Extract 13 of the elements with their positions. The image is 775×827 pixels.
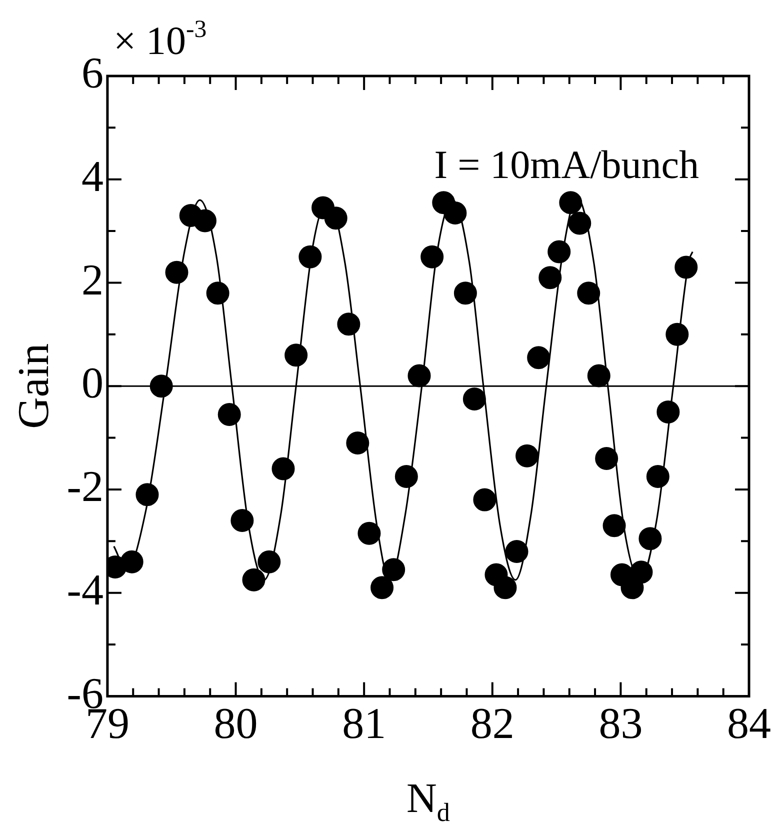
y-tick-label: 2 <box>81 255 104 304</box>
x-tick-label: 83 <box>598 699 643 748</box>
x-tick-label: 80 <box>214 699 258 748</box>
annotation: I = 10mA/bunch <box>434 142 700 187</box>
x-tick-label: 84 <box>727 699 771 748</box>
y-tick-label: 4 <box>81 152 104 201</box>
y-axis-title: Gain <box>8 343 58 429</box>
x-tick-label: 81 <box>342 699 386 748</box>
x-tick-label: 82 <box>470 699 514 748</box>
y-tick-label: 6 <box>81 48 104 98</box>
y-tick-label: -4 <box>66 565 104 614</box>
y-tick-label: -2 <box>66 462 104 512</box>
y-tick-label: 0 <box>81 358 104 408</box>
